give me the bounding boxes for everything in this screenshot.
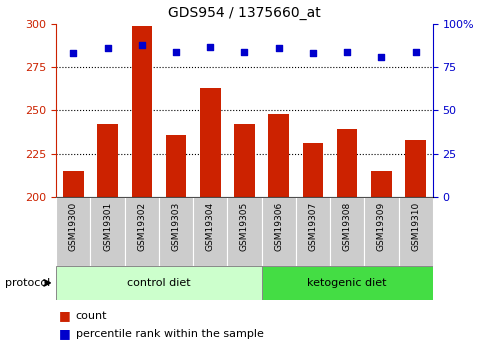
Bar bbox=[329, 197, 364, 266]
Text: GSM19304: GSM19304 bbox=[205, 202, 214, 251]
Title: GDS954 / 1375660_at: GDS954 / 1375660_at bbox=[168, 6, 320, 20]
Text: GSM19308: GSM19308 bbox=[342, 202, 351, 252]
Point bbox=[411, 49, 419, 55]
Point bbox=[172, 49, 180, 55]
Text: GSM19305: GSM19305 bbox=[240, 202, 248, 252]
Point bbox=[240, 49, 248, 55]
Text: GSM19303: GSM19303 bbox=[171, 202, 180, 252]
Bar bbox=[131, 26, 152, 197]
Bar bbox=[97, 124, 118, 197]
Text: ketogenic diet: ketogenic diet bbox=[307, 278, 386, 288]
Bar bbox=[295, 197, 329, 266]
Bar bbox=[261, 197, 295, 266]
Bar bbox=[302, 143, 323, 197]
Bar bbox=[398, 197, 432, 266]
Point bbox=[377, 54, 385, 60]
Text: GSM19306: GSM19306 bbox=[274, 202, 283, 252]
Bar bbox=[261, 266, 432, 300]
Bar bbox=[268, 114, 288, 197]
Text: GSM19307: GSM19307 bbox=[308, 202, 317, 252]
Point bbox=[69, 51, 77, 56]
Bar bbox=[90, 197, 124, 266]
Text: protocol: protocol bbox=[5, 278, 50, 288]
Bar bbox=[165, 135, 186, 197]
Text: GSM19301: GSM19301 bbox=[103, 202, 112, 252]
Point bbox=[308, 51, 316, 56]
Bar bbox=[56, 266, 261, 300]
Text: GSM19309: GSM19309 bbox=[376, 202, 385, 252]
Bar bbox=[56, 197, 90, 266]
Bar bbox=[227, 197, 261, 266]
Bar bbox=[159, 197, 193, 266]
Bar bbox=[193, 197, 227, 266]
Text: GSM19300: GSM19300 bbox=[69, 202, 78, 252]
Bar bbox=[200, 88, 220, 197]
Text: percentile rank within the sample: percentile rank within the sample bbox=[76, 329, 263, 339]
Bar bbox=[370, 171, 391, 197]
Point bbox=[103, 46, 111, 51]
Text: GSM19310: GSM19310 bbox=[410, 202, 419, 252]
Point bbox=[343, 49, 350, 55]
Bar bbox=[405, 140, 425, 197]
Text: ■: ■ bbox=[59, 309, 70, 322]
Text: count: count bbox=[76, 311, 107, 321]
Bar bbox=[234, 124, 254, 197]
Text: control diet: control diet bbox=[127, 278, 190, 288]
Point bbox=[274, 46, 282, 51]
Point bbox=[206, 44, 214, 49]
Bar bbox=[124, 197, 159, 266]
Bar bbox=[364, 197, 398, 266]
Point bbox=[138, 42, 145, 48]
Text: ■: ■ bbox=[59, 327, 70, 340]
Bar bbox=[336, 129, 357, 197]
Bar bbox=[63, 171, 83, 197]
Text: GSM19302: GSM19302 bbox=[137, 202, 146, 251]
